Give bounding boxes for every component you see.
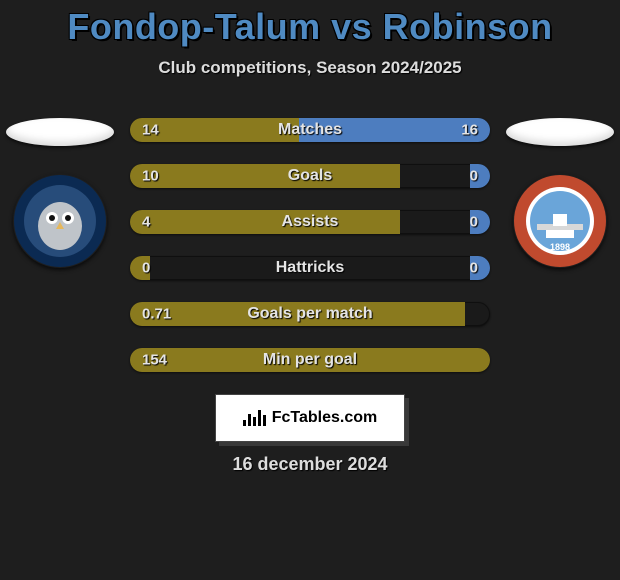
stat-label: Min per goal (130, 351, 490, 369)
right-value: 0 (470, 168, 478, 185)
stat-label: Goals per match (130, 305, 490, 323)
stat-bar: Min per goal154 (130, 348, 490, 372)
right-value: 0 (470, 214, 478, 231)
left-value: 14 (142, 122, 159, 139)
subtitle: Club competitions, Season 2024/2025 (0, 58, 620, 78)
fctables-label: FcTables.com (272, 409, 378, 427)
stat-label: Goals (130, 167, 490, 185)
capture-date: 16 december 2024 (0, 454, 620, 475)
page-title: Fondop-Talum vs Robinson (0, 6, 620, 48)
stats-bars: Matches1416Goals100Assists40Hattricks00G… (0, 118, 620, 372)
left-value: 0.71 (142, 306, 171, 323)
comparison-infographic: Fondop-Talum vs Robinson Club competitio… (0, 0, 620, 580)
right-value: 16 (461, 122, 478, 139)
stat-label: Hattricks (130, 259, 490, 277)
stat-label: Assists (130, 213, 490, 231)
stat-bar: Goals10 0 (130, 164, 490, 188)
stat-bar: Hattricks0 0 (130, 256, 490, 280)
left-value: 4 (142, 214, 150, 231)
stat-bar: Goals per match0.71 (130, 302, 490, 326)
stat-bar: Matches14 16 (130, 118, 490, 142)
fctables-watermark: FcTables.com (215, 394, 405, 442)
left-value: 154 (142, 352, 167, 369)
stat-label: Matches (130, 121, 490, 139)
stat-bar: Assists4 0 (130, 210, 490, 234)
left-value: 10 (142, 168, 159, 185)
left-value: 0 (142, 260, 150, 277)
bar-chart-icon (243, 410, 266, 426)
right-value: 0 (470, 260, 478, 277)
